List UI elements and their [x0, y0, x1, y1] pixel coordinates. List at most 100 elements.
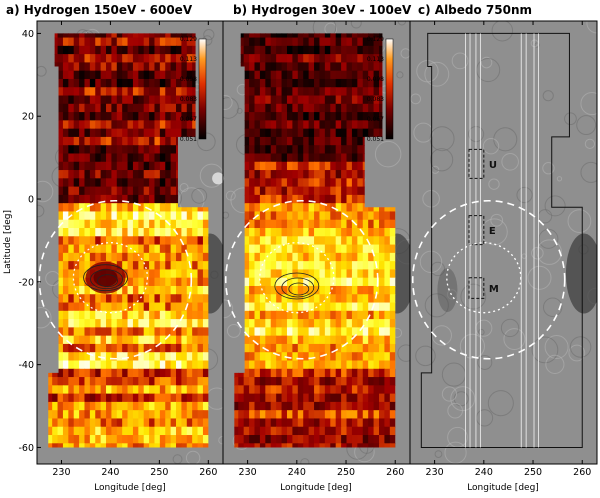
heatmap-cell: [368, 228, 375, 237]
heatmap-cell: [138, 327, 145, 337]
heatmap-cell: [106, 228, 112, 237]
heatmap-cell: [368, 219, 375, 229]
heatmap-cell: [79, 161, 86, 171]
heatmap-cell: [100, 45, 107, 55]
heatmap-cell: [324, 54, 331, 64]
heatmap-cell: [389, 269, 396, 279]
heatmap-cell: [292, 203, 299, 213]
heatmap-cell: [259, 327, 266, 337]
heatmap-cell: [127, 78, 134, 88]
heatmap-cell: [149, 128, 156, 138]
heatmap-cell: [122, 120, 129, 130]
heatmap-cell: [116, 418, 123, 428]
heatmap-cell: [384, 261, 391, 271]
heatmap-cell: [62, 401, 69, 411]
heatmap-cell: [286, 393, 293, 403]
heatmap-cell: [308, 136, 315, 146]
heatmap-cell: [265, 153, 272, 163]
heatmap-cell: [149, 178, 156, 188]
outer-ring: [38, 199, 193, 360]
heatmap-cell: [202, 285, 209, 295]
heatmap-cell: [165, 285, 172, 295]
heatmap-cell: [357, 186, 364, 196]
heatmap-cell: [73, 244, 80, 254]
heatmap-cell: [373, 285, 380, 295]
heatmap-cell: [186, 70, 193, 80]
heatmap-cell: [159, 211, 166, 221]
heatmap-cell: [265, 410, 272, 420]
heatmap-cell: [100, 352, 107, 362]
heatmap-cell: [324, 178, 331, 188]
heatmap-cell: [243, 186, 250, 196]
heatmap-cell: [324, 211, 331, 221]
heatmap-cell: [330, 194, 337, 204]
heatmap-cell: [265, 285, 272, 295]
heatmap-cell: [202, 352, 209, 362]
heatmap-cell: [292, 178, 299, 188]
heatmap-cell: [254, 219, 261, 229]
heatmap-cell: [122, 252, 129, 262]
heatmap-cell: [186, 418, 193, 428]
heatmap-cell: [357, 95, 364, 105]
heatmap-cell: [351, 244, 358, 254]
heatmap-cell: [170, 435, 177, 444]
heatmap-cell: [303, 112, 310, 121]
heatmap-cell: [165, 37, 172, 47]
heatmap-cell: [79, 352, 86, 362]
heatmap-cell: [197, 435, 204, 444]
heatmap-cell: [68, 120, 75, 130]
heatmap-cell: [286, 70, 293, 80]
heatmap-cell: [276, 360, 283, 370]
heatmap-cell: [52, 33, 59, 39]
heatmap-cell: [368, 70, 375, 80]
heatmap-cell: [186, 228, 193, 237]
heatmap-cell: [319, 418, 326, 428]
heatmap-cell: [149, 145, 156, 155]
crater: [476, 57, 501, 83]
heatmap-cell: [308, 261, 315, 271]
heatmap-cell: [197, 294, 204, 304]
heatmap-cell: [73, 435, 80, 444]
heatmap-cell: [254, 418, 261, 428]
crater: [568, 344, 586, 362]
heatmap-cell: [159, 70, 166, 80]
heatmap-cell: [303, 194, 310, 204]
heatmap-cell: [138, 335, 145, 345]
heatmap-cell: [95, 54, 102, 64]
heatmap-cell: [292, 161, 299, 171]
heatmap-cell: [249, 426, 256, 436]
heatmap-cell: [132, 236, 139, 246]
heatmap-cell: [68, 170, 75, 179]
heatmap-cell: [351, 319, 358, 328]
heatmap-cell: [127, 112, 134, 121]
heatmap-cell: [176, 45, 182, 55]
heatmap-cell: [89, 153, 96, 163]
heatmap-cell: [259, 426, 266, 436]
heatmap-cell: [57, 252, 64, 262]
heatmap-cell: [79, 401, 86, 411]
heatmap-cell: [62, 219, 69, 229]
heatmap-cell: [259, 170, 266, 179]
heatmap-cell: [57, 294, 64, 304]
heatmap-cell: [100, 368, 107, 378]
heatmap-cell: [79, 62, 86, 72]
heatmap-cell: [132, 343, 139, 353]
heatmap-cell: [319, 228, 326, 237]
heatmap-cell: [346, 426, 353, 436]
heatmap-cell: [197, 310, 204, 320]
heatmap-cell: [286, 418, 293, 428]
heatmap-cell: [68, 33, 75, 39]
heatmap-cell: [95, 120, 102, 130]
heatmap-cell: [319, 377, 326, 386]
heatmap-cell: [335, 228, 342, 237]
heatmap-cell: [149, 62, 156, 72]
heatmap-cell: [259, 244, 266, 254]
heatmap-cell: [281, 112, 288, 121]
heatmap-cell: [286, 145, 293, 155]
heatmap-cell: [165, 418, 172, 428]
heatmap-cell: [335, 418, 342, 428]
heatmap-cell: [270, 269, 277, 279]
contour-line: [83, 264, 128, 292]
heatmap-cell: [292, 170, 299, 179]
heatmap-cell: [95, 360, 102, 370]
